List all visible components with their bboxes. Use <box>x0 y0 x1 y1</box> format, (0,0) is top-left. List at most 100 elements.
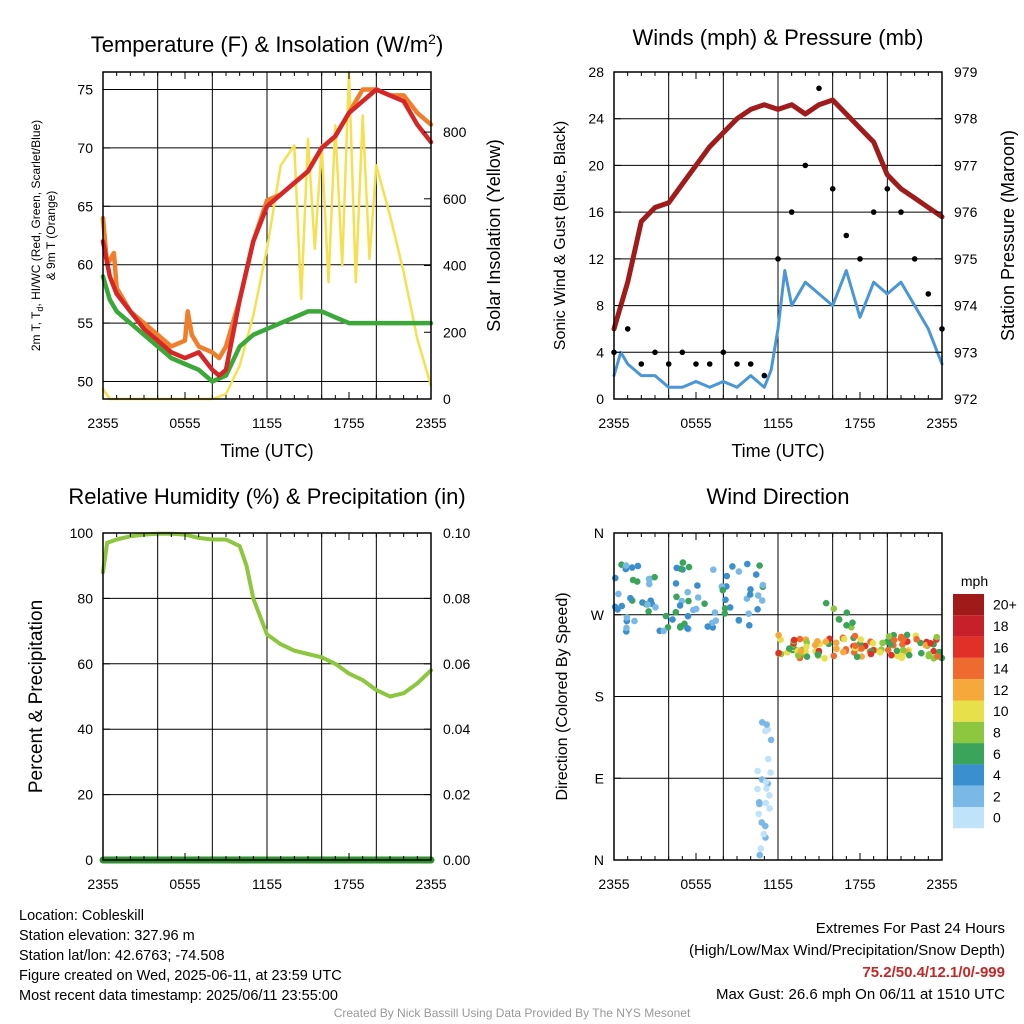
direction-point <box>766 805 773 812</box>
direction-point <box>890 636 898 644</box>
y-tick-label: 55 <box>77 315 93 331</box>
gust-point <box>761 372 768 379</box>
direction-point <box>651 573 658 581</box>
direction-point <box>747 586 754 593</box>
direction-point <box>745 610 752 617</box>
direction-point <box>852 642 859 649</box>
y2-axis-label: Station Pressure (Maroon) <box>998 130 1018 341</box>
gust-point <box>802 162 809 169</box>
direction-point <box>796 635 804 643</box>
direction-point <box>752 571 760 578</box>
y2-tick-label: 976 <box>954 204 978 220</box>
direction-point <box>645 575 653 583</box>
direction-point <box>913 636 920 643</box>
colorbar-label: 8 <box>993 724 1001 740</box>
direction-point <box>646 580 653 588</box>
chart-title: Relative Humidity (%) & Precipitation (i… <box>68 484 465 509</box>
gust-point <box>829 186 836 192</box>
x-tick-label: 2355 <box>598 415 629 431</box>
colorbar-label: 14 <box>993 661 1009 677</box>
x-tick-label: 0555 <box>169 876 200 892</box>
direction-point <box>851 632 859 640</box>
temp-2m-line <box>100 87 434 378</box>
x-tick-label: 1155 <box>252 876 282 892</box>
direction-point <box>775 649 782 657</box>
y2-tick-label: 979 <box>954 64 978 80</box>
dewpoint-line <box>100 274 434 384</box>
direction-point <box>627 594 634 602</box>
direction-point <box>840 635 848 643</box>
x-tick-label: 1755 <box>844 876 875 892</box>
y-tick-label: E <box>595 770 604 786</box>
x-tick-label: 2355 <box>415 876 446 892</box>
direction-point <box>754 592 762 599</box>
direction-point <box>885 633 893 640</box>
gust-point <box>720 349 727 356</box>
rh-line <box>101 531 433 699</box>
chart-2: 2355 0555 1155 1755 2355 0 20 40 60 80 100 0.00 0.02… <box>26 484 470 892</box>
credit-text: Created By Nick Bassill Using Data Provi… <box>333 1006 691 1020</box>
gust-point <box>788 209 795 215</box>
pressure-line <box>611 97 945 332</box>
direction-point <box>634 562 642 570</box>
gust-point <box>652 349 658 356</box>
x-tick-label: 2355 <box>87 876 118 892</box>
y2-tick-label: 972 <box>954 391 978 407</box>
colorbar-swatch <box>953 679 984 701</box>
direction-point <box>676 602 684 609</box>
direction-point <box>644 601 651 608</box>
station-info: Location: Cobleskill Station elevation: … <box>19 906 342 1006</box>
y-tick-label: 70 <box>77 140 93 156</box>
direction-point <box>857 636 865 643</box>
direction-point <box>711 609 719 616</box>
direction-point <box>762 778 770 786</box>
direction-point <box>766 792 773 799</box>
y-tick-label: 24 <box>588 111 604 127</box>
direction-point <box>735 616 743 624</box>
direction-point <box>746 622 753 629</box>
direction-point <box>611 603 619 611</box>
direction-point <box>822 599 830 607</box>
direction-point <box>679 559 687 566</box>
direction-point <box>767 769 774 776</box>
direction-point <box>726 604 734 611</box>
colorbar-swatch <box>953 721 984 744</box>
y2-tick-label: 974 <box>954 298 978 314</box>
direction-point <box>712 617 720 624</box>
direction-point <box>704 623 712 630</box>
direction-point <box>754 606 761 613</box>
y2-tick-label: 0.02 <box>443 787 470 803</box>
gust-point <box>843 232 850 239</box>
y-tick-label: 12 <box>588 251 604 267</box>
colorbar-swatch <box>953 764 984 786</box>
latlon-text: Station lat/lon: 42.6763; -74.508 <box>19 948 225 964</box>
y-axis-label: Percent & Precipitation <box>26 600 47 793</box>
direction-point <box>721 610 729 617</box>
colorbar-swatch <box>953 594 984 616</box>
chart-title: Wind Direction <box>706 484 849 509</box>
y-tick-label: 65 <box>77 198 93 214</box>
extremes-values: 75.2/50.4/12.1/0/-999 <box>862 964 1005 981</box>
direction-point <box>618 602 626 610</box>
created-text: Figure created on Wed, 2025-06-11, at 23… <box>19 968 342 984</box>
y-tick-label: S <box>595 689 604 705</box>
y2-tick-label: 0 <box>443 391 451 407</box>
y-tick-label: 0 <box>596 391 604 407</box>
direction-point <box>744 560 751 568</box>
direction-point <box>694 594 702 601</box>
direction-point <box>803 653 811 660</box>
x-axis-label: Time (UTC) <box>731 441 824 461</box>
colorbar-label: 4 <box>993 767 1001 783</box>
direction-point <box>676 624 684 631</box>
direction-point <box>884 646 892 654</box>
y2-axis-label: Solar Insolation (Yellow) <box>484 139 504 331</box>
colorbar-swatch <box>953 743 984 765</box>
y-tick-label: 4 <box>596 344 604 360</box>
direction-point <box>673 564 680 572</box>
direction-point <box>710 566 717 573</box>
direction-point <box>830 605 838 612</box>
direction-point <box>786 645 793 652</box>
sonic-wind-line <box>612 269 944 389</box>
colorbar-swatch <box>953 657 984 680</box>
direction-point <box>843 622 850 629</box>
